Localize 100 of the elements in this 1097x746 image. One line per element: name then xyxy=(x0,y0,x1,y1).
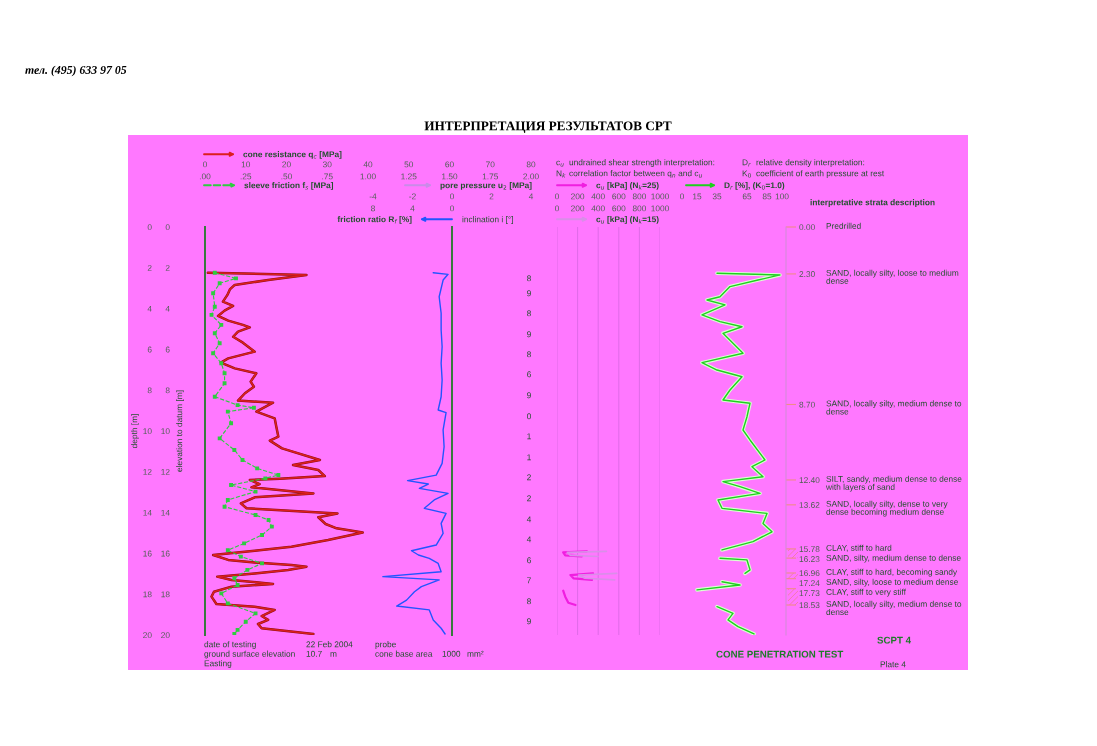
point xyxy=(235,403,240,408)
point xyxy=(266,517,271,522)
y-tick-label: 12 xyxy=(143,469,152,475)
y-tick-label: 16 xyxy=(143,550,152,557)
text: m xyxy=(330,652,337,657)
text: CONE PENETRATION TEST xyxy=(716,650,844,658)
text: date of testing xyxy=(204,641,256,649)
y2-tick-label: 18.53 xyxy=(799,602,820,609)
y2-tick-label: 20 xyxy=(161,632,170,639)
x-tick-label: 400 xyxy=(591,205,605,212)
text: probe xyxy=(375,641,396,649)
text: SAND, silty, medium dense to dense xyxy=(826,554,961,563)
y2-tick-label: 16 xyxy=(161,550,170,557)
annotation: 8 xyxy=(527,351,531,358)
point xyxy=(217,341,222,346)
y-tick-label: 6 xyxy=(147,346,152,353)
y2-tick-label: 2 xyxy=(165,265,170,271)
annotation: 1 xyxy=(527,433,531,440)
x-tick-label: 80 xyxy=(526,161,536,168)
x2-tick-label: 1.25 xyxy=(401,173,417,180)
y2-tick-label: 8.70 xyxy=(799,401,815,408)
x-tick-label: -2 xyxy=(409,193,416,200)
point xyxy=(243,619,248,624)
y2-tick-label: 14 xyxy=(161,509,170,516)
point xyxy=(229,421,234,426)
x-tick-label: 65 xyxy=(742,193,752,200)
point xyxy=(225,601,230,606)
text: 1000 xyxy=(442,650,461,657)
annotation: 2 xyxy=(527,474,531,481)
y-tick-label: 18 xyxy=(143,591,152,598)
x-tick-label: 4 xyxy=(528,193,534,200)
legend-label: c$_{u}$ [kPa] (N$_{k}$=25) xyxy=(596,182,659,190)
point xyxy=(219,361,224,366)
annotation: 4 xyxy=(526,516,532,523)
x-tick-label: 10 xyxy=(241,161,251,168)
point xyxy=(253,513,258,517)
text: CLAY, stiff to hard, becoming sandy xyxy=(826,568,958,577)
point xyxy=(225,548,230,553)
x-tick-label: 40 xyxy=(363,161,373,168)
text: coefficient of earth pressure at rest xyxy=(756,170,885,178)
x-tick-label: 1000 xyxy=(651,205,669,212)
annotation: 0 xyxy=(527,413,531,420)
y-tick-label: 10 xyxy=(143,428,152,435)
text: mm² xyxy=(467,650,484,657)
annotation: 9 xyxy=(527,392,531,399)
annotation: 6 xyxy=(527,557,531,564)
x2-tick-label: 2.00 xyxy=(523,173,539,180)
point xyxy=(217,436,222,441)
point xyxy=(217,281,222,286)
text: correlation factor between q$_{n}$ and c$_{u}$ xyxy=(569,170,703,178)
legend-label: pore pressure u$_{2}$ [MPa] xyxy=(440,182,532,190)
point xyxy=(263,476,268,481)
x-tick-label: 50 xyxy=(404,161,414,168)
text: D$_{r}$ xyxy=(742,159,751,167)
text: тел. (495) 633 97 05 xyxy=(25,65,127,77)
annotation: 8 xyxy=(527,275,531,282)
point xyxy=(232,448,237,452)
point xyxy=(222,504,227,509)
text: c$_{u}$ xyxy=(556,160,564,167)
text: N$_{k}$ xyxy=(556,170,566,178)
text: SILT, sandy, medium dense to dense with layers of sand xyxy=(825,475,962,492)
y2-tick-label: 18 xyxy=(161,591,170,598)
x-tick-label: 200 xyxy=(571,205,585,212)
y2-tick-label: 10 xyxy=(161,428,170,435)
point xyxy=(234,276,238,281)
text: SAND, locally silty, loose to medium dense xyxy=(826,269,959,284)
x-tick-label: 100 xyxy=(775,193,789,200)
x2-tick-label: .75 xyxy=(322,173,333,180)
annotation: 8 xyxy=(527,310,531,317)
text: Plate 4 xyxy=(880,661,906,668)
y-tick-label: 2 xyxy=(147,265,152,271)
x-tick-label: 35 xyxy=(712,193,722,200)
x-tick-label: 60 xyxy=(445,161,454,168)
point xyxy=(232,632,237,635)
point xyxy=(219,591,224,596)
text: cone base area xyxy=(375,650,433,657)
y2-tick-label: 0.00 xyxy=(799,224,815,231)
y-tick-label: 0 xyxy=(147,224,152,231)
x2-tick-label: 1.00 xyxy=(360,173,376,180)
y2-tick-label: 17.73 xyxy=(799,590,820,597)
annotation: 9 xyxy=(527,618,531,625)
x-tick-label: 70 xyxy=(486,161,495,168)
annotation: 2 xyxy=(527,495,531,502)
y2-tick-label: 6 xyxy=(165,346,170,353)
text: SAND, locally silty, medium dense to dense xyxy=(826,400,962,415)
point xyxy=(260,533,264,537)
point xyxy=(211,351,216,356)
text: CLAY, stiff to hard xyxy=(826,544,892,552)
point xyxy=(253,489,258,494)
x-tick-label: 30 xyxy=(322,161,332,168)
text: SAND, silty, loose to medium dense xyxy=(826,578,958,587)
annotation: 7 xyxy=(527,577,531,584)
x2-tick-label: .50 xyxy=(281,173,292,180)
text: inclination i [°] xyxy=(462,216,513,224)
point xyxy=(253,611,258,616)
y-axis-title: depth [m] xyxy=(131,414,139,449)
point xyxy=(255,466,260,471)
point xyxy=(222,381,227,386)
x-tick-label: 85 xyxy=(762,193,772,200)
text: 22 Feb 2004 xyxy=(306,641,353,648)
